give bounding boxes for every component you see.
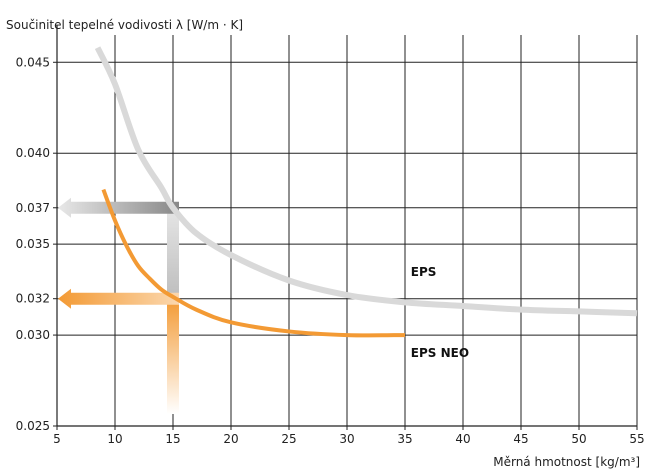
tick-labels: 5 10 15 20 25 30 35 40 45 50 55 0.025 0.030 0.032 0.03…: [16, 55, 645, 446]
series-line-eps-neo: [101, 188, 406, 338]
x-tick-label: 25: [281, 432, 296, 446]
y-tick-label: 0.025: [16, 419, 50, 433]
x-tick-label: 30: [339, 432, 354, 446]
x-tick-label: 35: [397, 432, 412, 446]
x-axis-title: Měrná hmotnost [kg/m³]: [493, 455, 640, 469]
y-tick-label: 0.040: [16, 146, 50, 160]
annotations: [58, 197, 179, 414]
arrow-eps-horizontal: [58, 197, 179, 218]
x-tick-label: 15: [165, 432, 180, 446]
x-tick-label: 20: [223, 432, 238, 446]
x-tick-label: 40: [455, 432, 470, 446]
x-tick-label: 55: [629, 432, 644, 446]
series-label-eps-neo: EPS NEO: [411, 346, 469, 360]
arrow-eps-vertical: [167, 207, 179, 299]
series-line-eps: [94, 46, 638, 317]
y-tick-label: 0.035: [16, 237, 50, 251]
series-lines: [94, 46, 638, 338]
arrow-eps-neo-vertical: [167, 298, 179, 414]
y-tick-label: 0.037: [16, 201, 50, 215]
y-tick-label: 0.045: [16, 55, 50, 69]
x-tick-label: 50: [571, 432, 586, 446]
series-label-eps: EPS: [411, 265, 437, 279]
y-tick-label: 0.032: [16, 292, 50, 306]
y-axis-title: Součinitel tepelné vodivosti λ [W/m · K]: [6, 18, 243, 32]
x-tick-label: 45: [513, 432, 528, 446]
axes: [53, 25, 638, 430]
x-tick-label: 10: [107, 432, 122, 446]
grid: [57, 35, 638, 426]
arrow-eps-neo-horizontal: [58, 288, 179, 309]
y-tick-label: 0.030: [16, 328, 50, 342]
x-tick-label: 5: [53, 432, 61, 446]
